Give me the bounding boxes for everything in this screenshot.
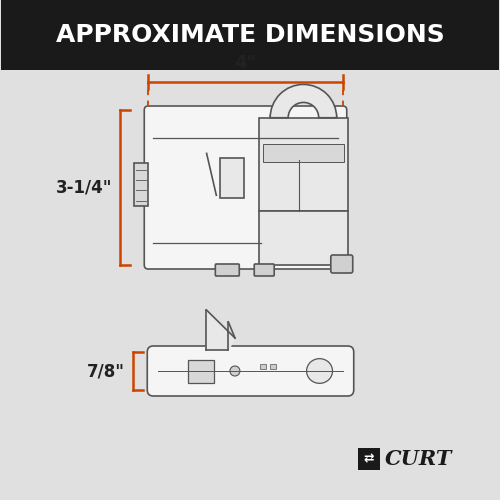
- Bar: [134, 162, 148, 206]
- Wedge shape: [270, 84, 336, 117]
- Bar: [263, 144, 344, 163]
- Bar: [260, 364, 266, 369]
- Text: CURT: CURT: [384, 449, 452, 469]
- Text: APPROXIMATE DIMENSIONS: APPROXIMATE DIMENSIONS: [56, 23, 444, 47]
- Bar: [358, 448, 380, 470]
- Polygon shape: [206, 310, 235, 350]
- Text: ⇄: ⇄: [364, 452, 374, 466]
- Bar: [270, 364, 276, 369]
- Bar: [188, 360, 214, 383]
- Text: 4": 4": [234, 54, 256, 72]
- Ellipse shape: [306, 358, 332, 384]
- FancyBboxPatch shape: [331, 255, 352, 273]
- Circle shape: [230, 366, 240, 376]
- FancyBboxPatch shape: [216, 264, 240, 276]
- FancyBboxPatch shape: [148, 346, 354, 396]
- FancyBboxPatch shape: [254, 264, 274, 276]
- Bar: [0, 0, 500, 70]
- Text: 3-1/4": 3-1/4": [56, 178, 112, 196]
- Bar: [259, 118, 348, 211]
- FancyBboxPatch shape: [144, 106, 347, 269]
- Bar: [220, 158, 244, 198]
- Text: 7/8": 7/8": [88, 362, 126, 380]
- Bar: [259, 211, 348, 265]
